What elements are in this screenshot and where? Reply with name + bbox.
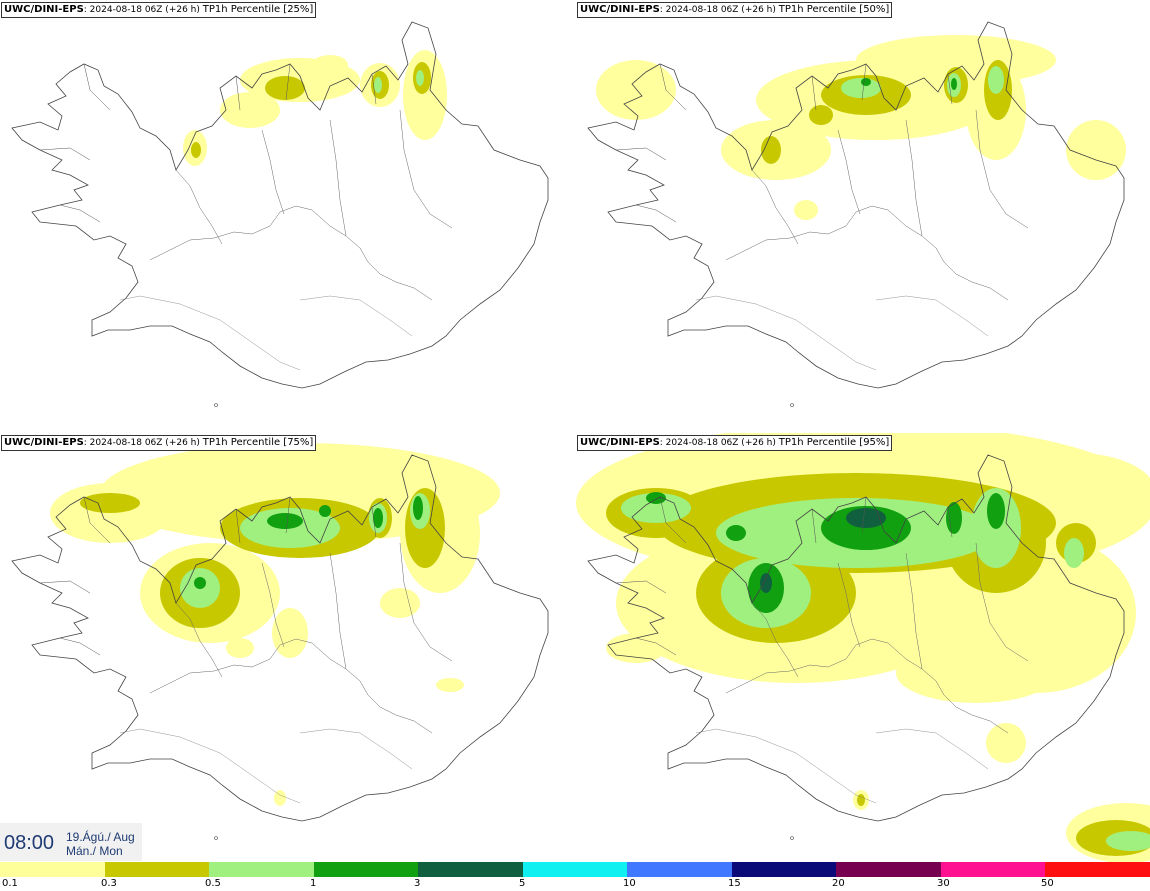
precip-map-p25 — [11, 21, 549, 407]
model-name: UWC/DINI-EPS — [4, 4, 84, 15]
map-panel-p50: UWC/DINI-EPS: 2024-08-18 06Z (+26 h) TP1… — [576, 0, 1150, 430]
product-label: TP1h Percentile [75%] — [202, 437, 314, 448]
map-panel-p25: UWC/DINI-EPS: 2024-08-18 06Z (+26 h) TP1… — [0, 0, 574, 430]
panel-title: UWC/DINI-EPS: 2024-08-18 06Z (+26 h) TP1… — [577, 2, 893, 18]
precip-map-p95 — [576, 433, 1150, 863]
panel-title: UWC/DINI-EPS: 2024-08-18 06Z (+26 h) TP1… — [1, 2, 317, 18]
model-name: UWC/DINI-EPS — [4, 437, 84, 448]
legend-swatch — [627, 862, 732, 877]
legend-tick-label: 5 — [519, 878, 526, 889]
product-label: TP1h Percentile [50%] — [778, 4, 890, 15]
run-info: : 2024-08-18 06Z (+26 h) — [83, 5, 200, 15]
model-name: UWC/DINI-EPS — [580, 437, 660, 448]
legend-swatch — [418, 862, 523, 877]
legend-swatch — [0, 862, 105, 877]
legend-tick-label: 50 — [1041, 878, 1054, 889]
run-info: : 2024-08-18 06Z (+26 h) — [83, 438, 200, 448]
legend-swatch — [731, 862, 837, 877]
legend-swatch — [1045, 862, 1150, 877]
legend-swatch — [209, 862, 314, 877]
valid-time-box: 08:00 19.Ágú./ Aug Mán./ Mon — [0, 823, 142, 861]
run-info: : 2024-08-18 06Z (+26 h) — [659, 5, 776, 15]
legend-tick-label: 20 — [832, 878, 845, 889]
valid-date-line1: 19.Ágú./ Aug — [66, 830, 135, 844]
panel-title: UWC/DINI-EPS: 2024-08-18 06Z (+26 h) TP1… — [1, 435, 317, 451]
valid-date: 19.Ágú./ Aug Mán./ Mon — [66, 830, 135, 858]
legend-tick-label: 0.5 — [205, 878, 221, 889]
precip-map-p50 — [587, 21, 1126, 407]
map-panel-p75: UWC/DINI-EPS: 2024-08-18 06Z (+26 h) TP1… — [0, 433, 574, 863]
product-label: TP1h Percentile [95%] — [778, 437, 890, 448]
run-info: : 2024-08-18 06Z (+26 h) — [659, 438, 776, 448]
legend-swatch — [313, 862, 419, 877]
legend-tick-label: 15 — [728, 878, 741, 889]
legend-tick-label: 3 — [414, 878, 421, 889]
precip-map-p75 — [11, 443, 549, 840]
map-panel-p95: UWC/DINI-EPS: 2024-08-18 06Z (+26 h) TP1… — [576, 433, 1150, 863]
legend-tick-label: 1 — [310, 878, 317, 889]
legend-tick-label: 0.3 — [101, 878, 117, 889]
legend-swatch — [836, 862, 941, 877]
legend-tick-label: 10 — [623, 878, 636, 889]
panel-title: UWC/DINI-EPS: 2024-08-18 06Z (+26 h) TP1… — [577, 435, 893, 451]
legend-swatch — [104, 862, 210, 877]
legend-tick-label: 0.1 — [2, 878, 18, 889]
product-label: TP1h Percentile [25%] — [202, 4, 314, 15]
valid-time: 08:00 — [4, 832, 55, 854]
color-legend: 0.1 0.3 0.5 1 3 5 10 15 20 30 50 — [0, 862, 1150, 891]
legend-swatch — [940, 862, 1046, 877]
legend-color-bar — [0, 862, 1150, 877]
valid-date-line2: Mán./ Mon — [66, 844, 123, 858]
legend-swatch — [522, 862, 628, 877]
legend-tick-label: 30 — [937, 878, 950, 889]
model-name: UWC/DINI-EPS — [580, 4, 660, 15]
